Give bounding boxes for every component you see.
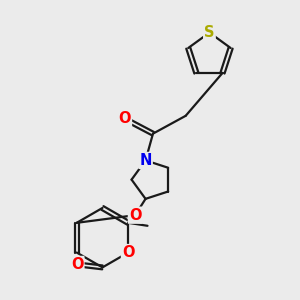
Text: O: O <box>122 245 134 260</box>
Text: O: O <box>118 111 131 126</box>
Text: N: N <box>140 153 152 168</box>
Text: S: S <box>204 25 215 40</box>
Text: O: O <box>71 257 83 272</box>
Text: O: O <box>129 208 141 223</box>
